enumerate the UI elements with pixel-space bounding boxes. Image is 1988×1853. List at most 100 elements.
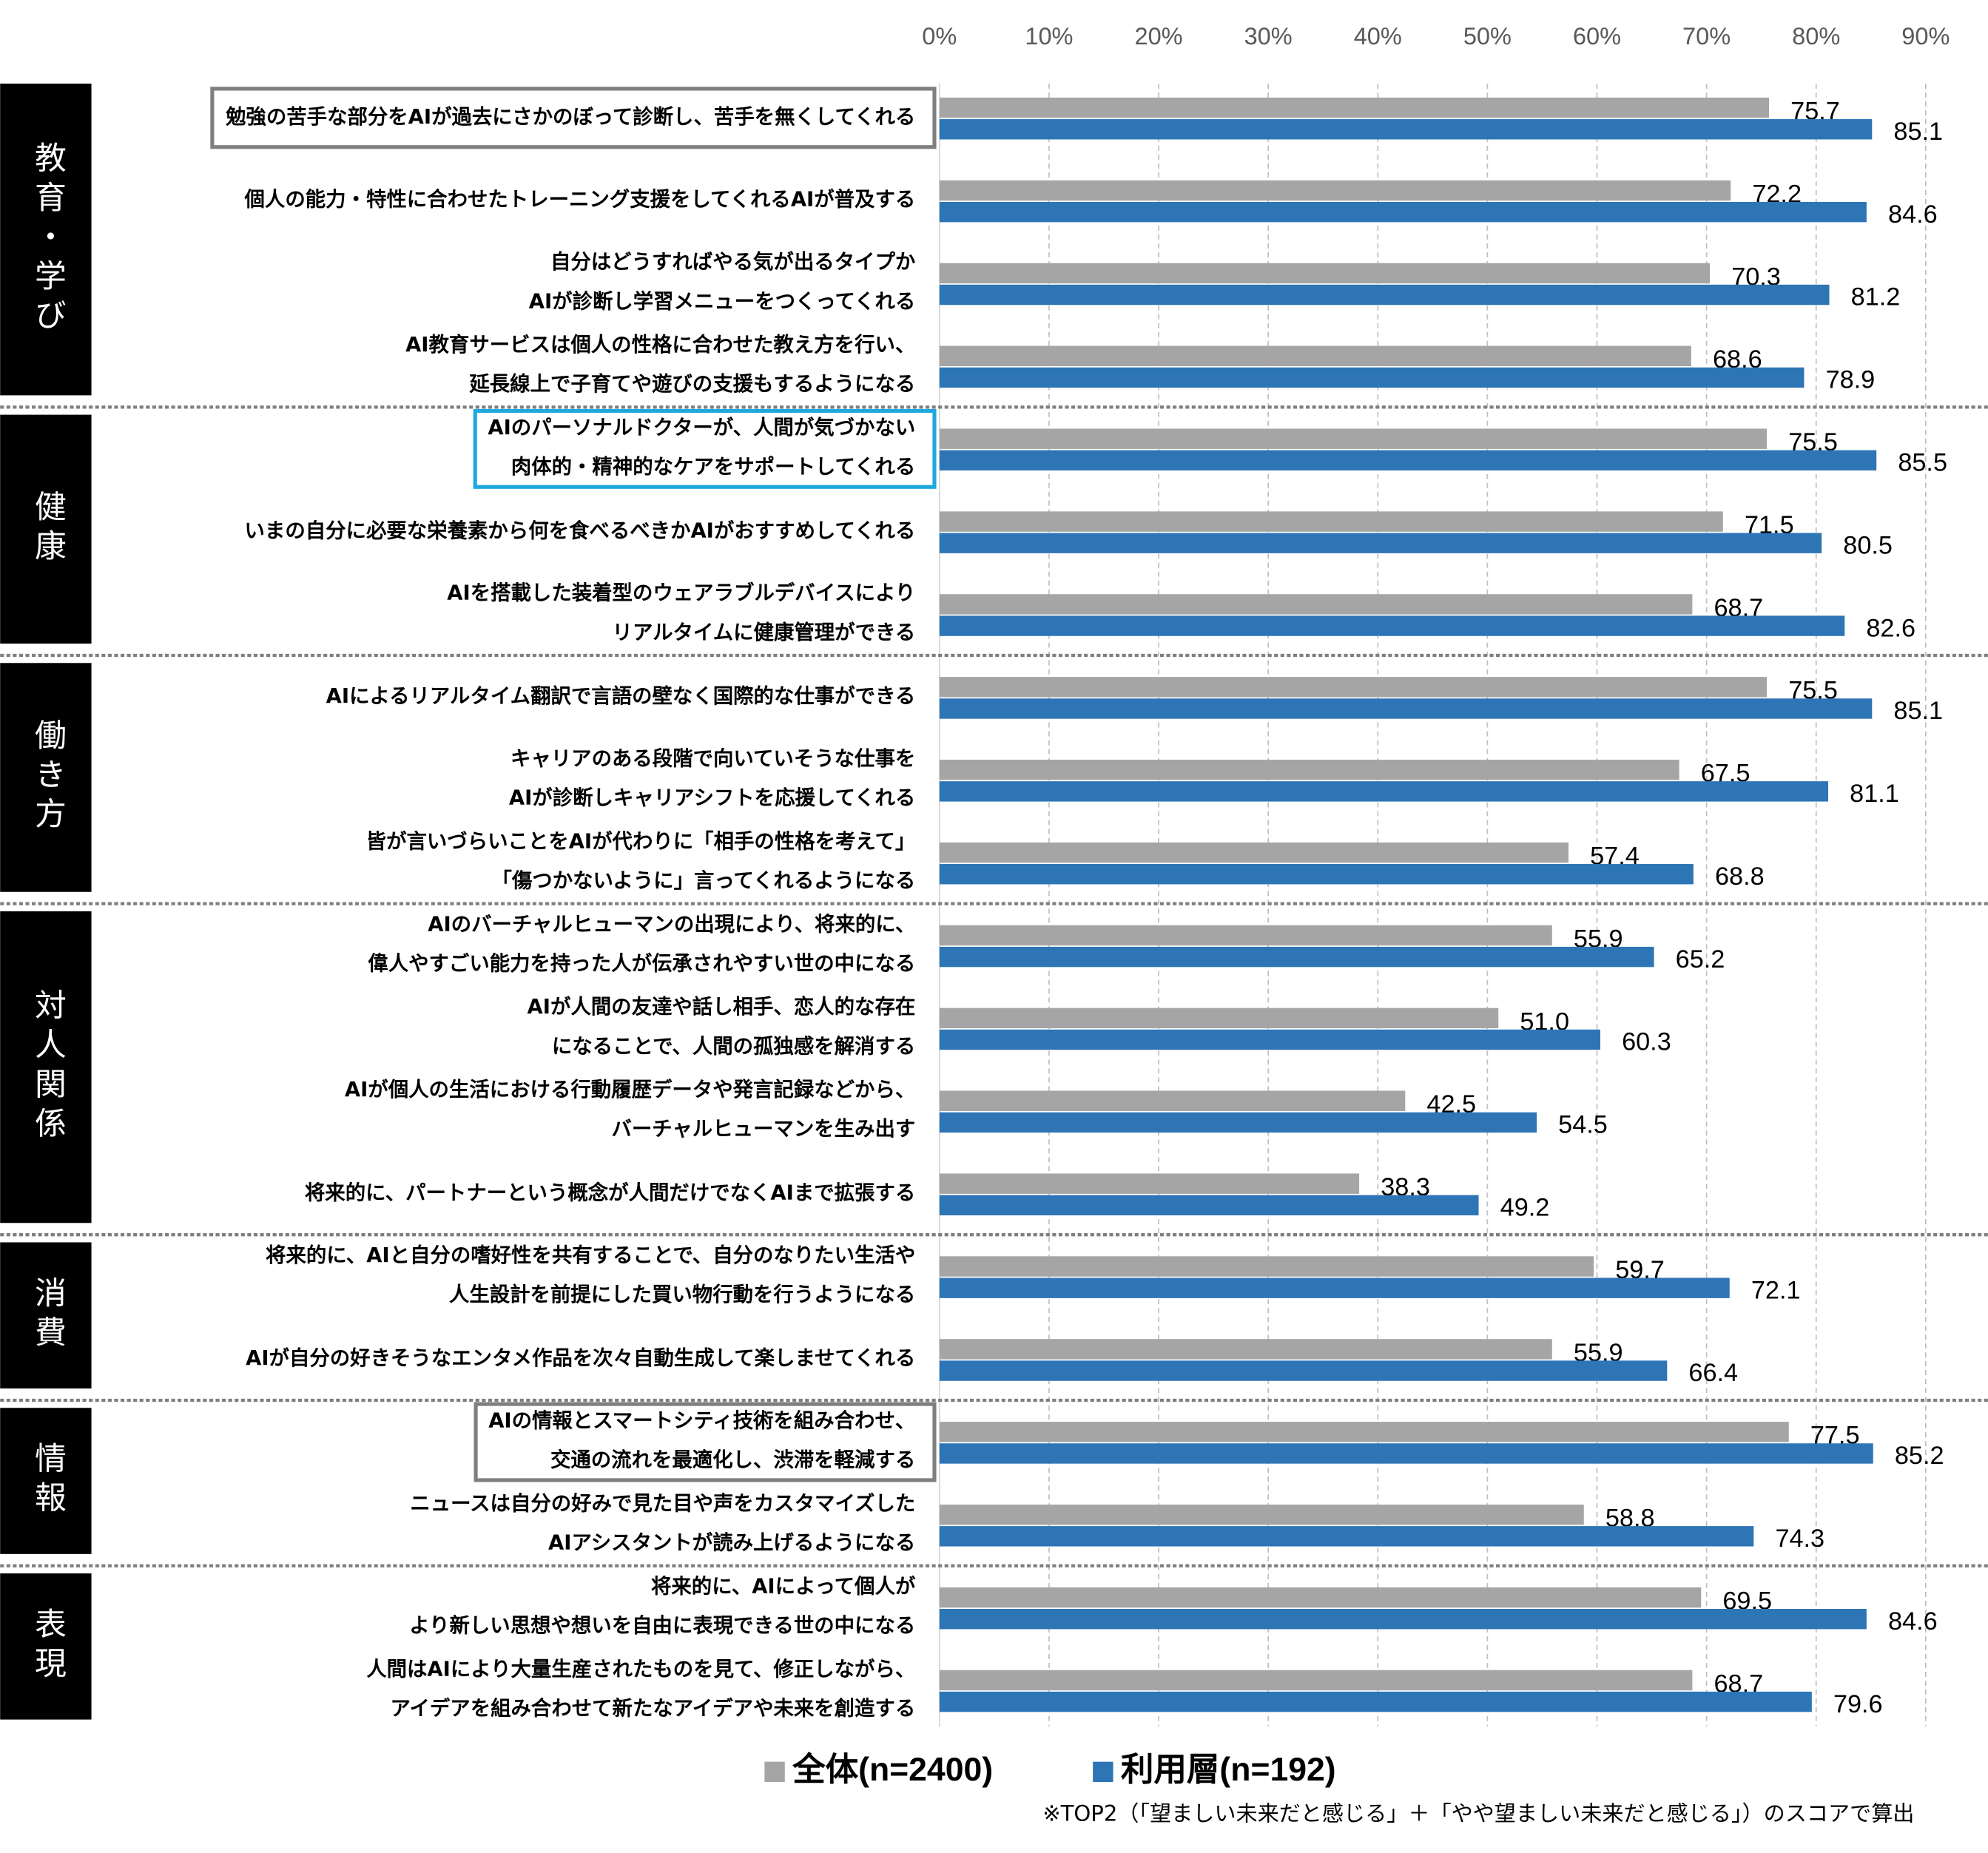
group-box [0, 1242, 92, 1389]
bar [939, 511, 1723, 532]
bar [939, 1173, 1360, 1194]
category-label: AIアシスタントが読み上げるようになる [548, 1531, 915, 1555]
value-label: 84.6 [1888, 1607, 1938, 1636]
category-label: ニュースは自分の好みで見た目や声をカスタマイズした [410, 1491, 915, 1515]
group-label: 教育・学び [29, 141, 66, 338]
value-label: 54.5 [1558, 1111, 1608, 1139]
category-label: 偉人やすごい能力を持った人が伝承されやすい世の中になる [368, 951, 915, 975]
group-box [0, 663, 92, 892]
label-box [210, 87, 937, 149]
group-box [0, 84, 92, 396]
category-label: 皆が言いづらいことをAIが代わりに「相手の性格を考えて」 [366, 829, 916, 853]
category-label: AI教育サービスは個人の性格に合わせた教え方を行い、 [405, 333, 915, 357]
category-label: バーチャルヒューマンを生み出す [611, 1118, 915, 1141]
bar [939, 119, 1873, 140]
value-label: 49.2 [1500, 1193, 1550, 1221]
bar [939, 1504, 1584, 1525]
category-label: AIが診断し学習メニューをつくってくれる [529, 289, 916, 313]
legend-label: 全体(n=2400) [792, 1751, 993, 1788]
x-tick-label: 10% [1025, 23, 1073, 50]
x-tick-label: 80% [1792, 23, 1840, 50]
category-label: リアルタイムに健康管理ができる [613, 621, 916, 644]
category-label: AIの情報とスマートシティ技術を組み合わせ、 [488, 1409, 915, 1433]
value-label: 78.9 [1826, 366, 1876, 394]
group-label: 表現 [29, 1607, 66, 1686]
x-tick-label: 90% [1901, 23, 1950, 50]
category-label: 延長線上で子育てや遊びの支援もするようになる [468, 372, 915, 396]
value-label: 65.2 [1676, 945, 1725, 973]
legend-swatch [764, 1761, 785, 1783]
bar [939, 1526, 1754, 1547]
bar [939, 1007, 1499, 1029]
bar [939, 946, 1654, 968]
bar [939, 345, 1691, 367]
bar [939, 842, 1569, 863]
category-label: 肉体的・精神的なケアをサポートしてくれる [511, 455, 915, 479]
value-label: 79.6 [1833, 1690, 1883, 1718]
category-label: AIが人間の友達や話し相手、恋人的な存在 [528, 995, 916, 1019]
bar [939, 594, 1693, 615]
bar [939, 1277, 1730, 1298]
legend-swatch [1093, 1761, 1113, 1783]
value-label: 74.3 [1775, 1525, 1824, 1553]
bar [939, 201, 1867, 223]
bar [939, 1670, 1693, 1691]
label-box [473, 408, 937, 489]
footnote: ※TOP2（「望ましい未来だと感じる」＋「やや望ましい未来だと感じる」）のスコア… [1042, 1801, 1914, 1826]
group-box [0, 414, 92, 644]
x-tick-label: 40% [1354, 23, 1402, 50]
bar [939, 1587, 1702, 1608]
value-label: 85.1 [1893, 697, 1943, 725]
category-label: 将来的に、パートナーという概念が人間だけでなくAIまで拡張する [305, 1181, 915, 1204]
group-label: 健康 [29, 490, 66, 568]
category-label: AIが自分の好きそうなエンタメ作品を次々自動生成して楽しませてくれる [246, 1346, 915, 1370]
value-label: 85.1 [1893, 118, 1943, 146]
legend-label: 利用層(n=192) [1121, 1752, 1336, 1788]
bar [939, 1256, 1594, 1277]
category-label: 将来的に、AIと自分の嗜好性を共有することで、自分のなりたい生活や [266, 1243, 915, 1267]
category-label: 個人の能力・特性に合わせたトレーニング支援をしてくれるAIが普及する [244, 188, 916, 212]
bar [939, 450, 1877, 471]
bar [939, 1090, 1406, 1111]
group-label: 働き方 [29, 718, 66, 836]
bar [939, 1422, 1789, 1442]
value-label: 85.5 [1898, 448, 1947, 476]
category-label: 勉強の苦手な部分をAIが過去にさかのぼって診断し、苦手を無くしてくれる [225, 105, 915, 129]
group-box [0, 1573, 92, 1720]
x-tick-label: 20% [1134, 23, 1182, 50]
value-label: 84.6 [1888, 200, 1938, 229]
category-label: になることで、人間の孤独感を解消する [552, 1034, 915, 1058]
category-label: より新しい思想や想いを自由に表現できる世の中になる [409, 1613, 915, 1637]
category-label: キャリアのある段階で向いていそうな仕事を [511, 747, 915, 771]
group-label: 情報 [29, 1442, 66, 1520]
bar [939, 698, 1873, 719]
category-label: AIが診断しキャリアシフトを応援してくれる [509, 786, 915, 810]
x-tick-label: 60% [1573, 23, 1621, 50]
bar [939, 533, 1822, 553]
category-label: 交通の流れを最適化し、渋滞を軽減する [550, 1448, 915, 1472]
category-label: AIが個人の生活における行動履歴データや発言記録などから、 [345, 1078, 915, 1101]
category-label: アイデアを組み合わせて新たなアイデアや未来を創造する [390, 1696, 915, 1720]
group-box [0, 1408, 92, 1554]
bar [939, 1608, 1867, 1630]
value-label: 85.2 [1895, 1442, 1944, 1470]
value-label: 80.5 [1843, 531, 1893, 559]
bar [939, 367, 1805, 388]
bar [939, 1360, 1668, 1381]
value-label: 81.1 [1850, 780, 1899, 808]
category-label: 人生設計を前提にした買い物行動を行うようになる [449, 1283, 915, 1306]
bar [939, 1339, 1552, 1360]
bar [939, 263, 1711, 284]
x-tick-label: 30% [1244, 23, 1293, 50]
category-label: 将来的に、AIによって個人が [651, 1574, 916, 1598]
category-label: いまの自分に必要な栄養素から何を食べるべきかAIがおすすめしてくれる [245, 519, 916, 542]
bar [939, 1443, 1873, 1464]
value-label: 68.8 [1715, 863, 1765, 891]
category-label: 自分はどうすればやる気が出るタイプか [550, 250, 916, 274]
bar [939, 1112, 1537, 1133]
bar [939, 1691, 1812, 1712]
bar [939, 1195, 1479, 1215]
bar [939, 1029, 1600, 1050]
bar [939, 428, 1768, 449]
